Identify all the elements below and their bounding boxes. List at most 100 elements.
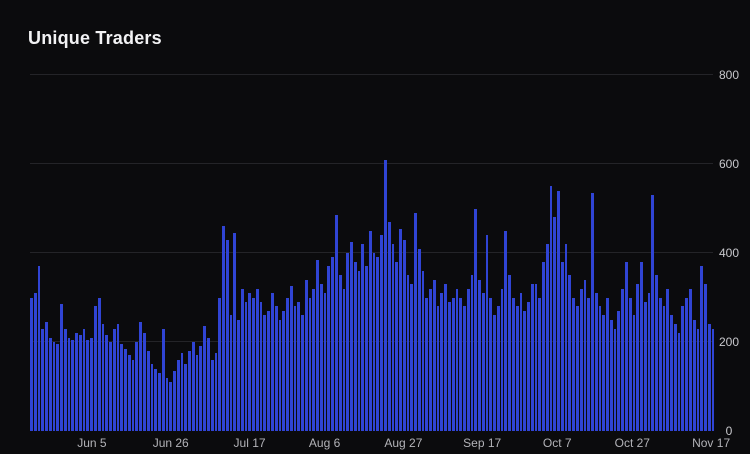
bar[interactable]	[63, 328, 67, 431]
bar[interactable]	[451, 297, 455, 431]
bar[interactable]	[263, 315, 267, 431]
bar[interactable]	[135, 342, 139, 431]
bar[interactable]	[387, 221, 391, 431]
bar[interactable]	[538, 297, 542, 431]
bar[interactable]	[602, 315, 606, 431]
bar[interactable]	[131, 359, 135, 431]
bar[interactable]	[643, 301, 647, 431]
bar[interactable]	[662, 306, 666, 431]
bar[interactable]	[436, 306, 440, 431]
bar[interactable]	[606, 297, 609, 431]
bar[interactable]	[78, 335, 82, 431]
bar[interactable]	[688, 288, 692, 431]
bar[interactable]	[549, 186, 553, 431]
bar[interactable]	[357, 270, 361, 431]
bar[interactable]	[417, 248, 421, 431]
bar[interactable]	[97, 297, 101, 431]
bar[interactable]	[372, 253, 376, 431]
bar[interactable]	[594, 293, 598, 431]
bar[interactable]	[282, 310, 286, 431]
bar[interactable]	[56, 344, 60, 431]
bar[interactable]	[278, 319, 282, 431]
bar[interactable]	[557, 190, 560, 431]
bar[interactable]	[402, 239, 406, 431]
bar[interactable]	[651, 195, 655, 431]
bar[interactable]	[542, 261, 545, 431]
bar[interactable]	[500, 288, 504, 431]
bar[interactable]	[365, 266, 368, 431]
bar[interactable]	[233, 232, 237, 431]
bar[interactable]	[52, 342, 56, 431]
bar[interactable]	[673, 324, 677, 431]
bar[interactable]	[139, 321, 142, 431]
bar[interactable]	[512, 297, 515, 431]
bar[interactable]	[681, 306, 685, 431]
bar[interactable]	[293, 306, 297, 431]
bar[interactable]	[368, 230, 372, 431]
bar[interactable]	[154, 368, 158, 431]
bar[interactable]	[519, 293, 523, 431]
bar[interactable]	[146, 350, 150, 431]
bar[interactable]	[534, 284, 538, 431]
bar[interactable]	[105, 335, 109, 431]
bar[interactable]	[203, 326, 206, 431]
bar[interactable]	[591, 192, 594, 431]
bar[interactable]	[478, 279, 481, 431]
bar[interactable]	[90, 337, 94, 431]
bar[interactable]	[429, 288, 432, 431]
bar[interactable]	[572, 297, 576, 431]
bar[interactable]	[658, 297, 662, 431]
bar[interactable]	[127, 355, 131, 431]
bar[interactable]	[504, 230, 508, 431]
bar[interactable]	[48, 337, 52, 431]
bar[interactable]	[150, 364, 154, 431]
bar[interactable]	[666, 288, 670, 431]
bar[interactable]	[252, 297, 255, 431]
bar[interactable]	[489, 297, 493, 431]
bar[interactable]	[319, 284, 323, 431]
bar[interactable]	[399, 228, 402, 431]
bar[interactable]	[199, 346, 203, 431]
bar[interactable]	[259, 301, 263, 431]
bar[interactable]	[685, 297, 688, 431]
bar[interactable]	[391, 244, 395, 431]
bar[interactable]	[331, 257, 335, 431]
bar[interactable]	[421, 270, 425, 431]
bar[interactable]	[353, 261, 357, 431]
bar[interactable]	[624, 261, 628, 431]
bar[interactable]	[45, 321, 48, 431]
bar[interactable]	[515, 306, 519, 431]
bar[interactable]	[161, 328, 165, 431]
bar[interactable]	[700, 266, 704, 431]
bar[interactable]	[346, 253, 350, 431]
bar[interactable]	[560, 261, 564, 431]
bar[interactable]	[704, 284, 707, 431]
bar[interactable]	[41, 328, 45, 431]
bar[interactable]	[474, 208, 478, 431]
bar[interactable]	[613, 328, 617, 431]
bar[interactable]	[350, 241, 353, 431]
plot-area[interactable]	[30, 74, 715, 431]
bar[interactable]	[545, 244, 549, 431]
bar[interactable]	[109, 342, 112, 431]
bar[interactable]	[564, 244, 568, 431]
bar[interactable]	[30, 297, 33, 431]
bar[interactable]	[425, 297, 429, 431]
bar[interactable]	[493, 315, 496, 431]
bar[interactable]	[71, 339, 75, 431]
bar[interactable]	[380, 235, 383, 431]
bar[interactable]	[670, 315, 673, 431]
bar[interactable]	[180, 353, 184, 431]
bar[interactable]	[342, 288, 346, 431]
bar[interactable]	[338, 275, 342, 431]
bar[interactable]	[655, 275, 658, 431]
bar[interactable]	[301, 315, 304, 431]
bar[interactable]	[33, 293, 37, 431]
bar[interactable]	[647, 293, 651, 431]
bar[interactable]	[225, 239, 229, 431]
bar[interactable]	[583, 279, 587, 431]
bar[interactable]	[286, 297, 289, 431]
bar[interactable]	[598, 306, 602, 431]
bar[interactable]	[508, 275, 511, 431]
bar[interactable]	[609, 319, 613, 431]
